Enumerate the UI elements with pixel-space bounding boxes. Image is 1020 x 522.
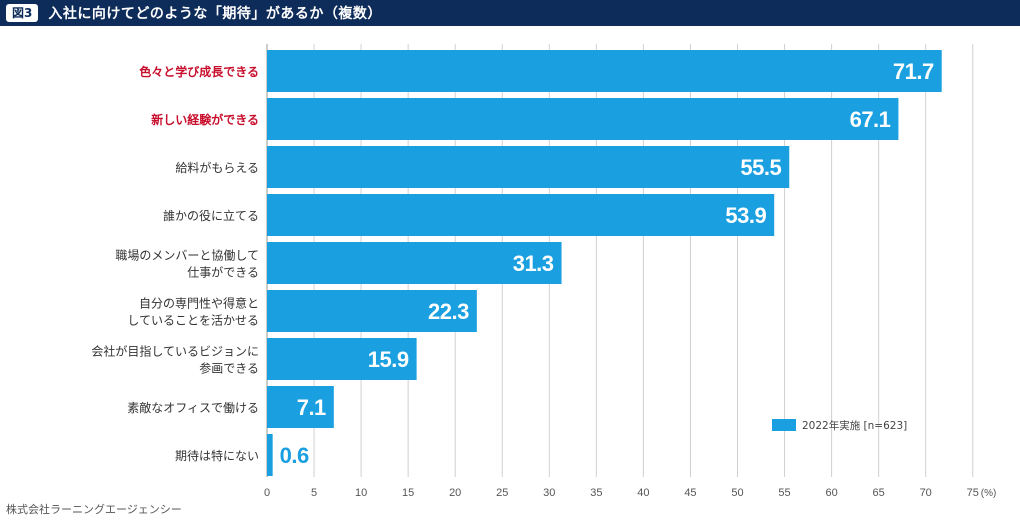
- x-tick-label: 35: [590, 487, 602, 499]
- category-label: 会社が目指しているビジョンに: [91, 344, 259, 359]
- bar: [267, 50, 942, 92]
- x-tick-label: 40: [637, 487, 649, 499]
- category-label: 素敵なオフィスで働ける: [127, 400, 259, 415]
- bar: [267, 338, 417, 380]
- x-tick-label: 5: [311, 487, 317, 499]
- legend-label: 2022年実施 [n=623]: [802, 419, 907, 432]
- x-tick-label: 25: [496, 487, 508, 499]
- x-tick-label: 55: [778, 487, 790, 499]
- bar: [267, 98, 899, 140]
- category-label: 職場のメンバーと協働して: [115, 248, 259, 263]
- category-label: 新しい経験ができる: [151, 112, 259, 127]
- x-tick-label: 75: [967, 487, 979, 499]
- x-tick-label: 65: [873, 487, 885, 499]
- category-label: 給料がもらえる: [175, 160, 259, 175]
- bar: [267, 434, 273, 476]
- category-label: していることを活かせる: [127, 314, 259, 328]
- x-tick-label: 45: [684, 487, 696, 499]
- bar-value-label: 67.1: [850, 107, 891, 132]
- x-tick-label: 50: [731, 487, 743, 499]
- x-unit-label: (%): [981, 488, 997, 499]
- header-bar: 図3 入社に向けてどのような「期待」があるか（複数）: [0, 0, 1020, 26]
- figure-badge: 図3: [6, 4, 39, 22]
- bar-value-label: 0.6: [280, 443, 309, 468]
- bar: [267, 194, 775, 236]
- x-tick-label: 0: [264, 487, 270, 499]
- bar-value-label: 7.1: [297, 395, 326, 420]
- bar-value-label: 55.5: [740, 155, 781, 180]
- bar: [267, 290, 477, 332]
- category-label: 参画できる: [199, 361, 259, 376]
- bar: [267, 242, 562, 284]
- legend-swatch: [772, 419, 796, 431]
- category-label: 仕事ができる: [187, 265, 259, 280]
- x-tick-label: 70: [920, 487, 932, 499]
- bar-value-label: 71.7: [893, 59, 934, 84]
- x-tick-label: 20: [449, 487, 461, 499]
- x-tick-label: 15: [402, 487, 414, 499]
- category-label: 色々と学び成長できる: [139, 64, 259, 79]
- bar-value-label: 22.3: [428, 299, 469, 324]
- category-label: 自分の専門性や得意と: [139, 296, 259, 311]
- bar-value-label: 53.9: [725, 203, 766, 228]
- bar-value-label: 15.9: [368, 347, 409, 372]
- x-tick-label: 10: [355, 487, 367, 499]
- x-tick-label: 60: [825, 487, 837, 499]
- bar: [267, 386, 334, 428]
- x-tick-label: 30: [543, 487, 555, 499]
- bar: [267, 146, 790, 188]
- bar-value-label: 31.3: [513, 251, 554, 276]
- source-credit: 株式会社ラーニングエージェンシー: [6, 503, 182, 516]
- chart-title: 入社に向けてどのような「期待」があるか（複数）: [48, 6, 382, 22]
- category-label: 期待は特にない: [175, 448, 259, 463]
- category-label: 誰かの役に立てる: [163, 208, 259, 223]
